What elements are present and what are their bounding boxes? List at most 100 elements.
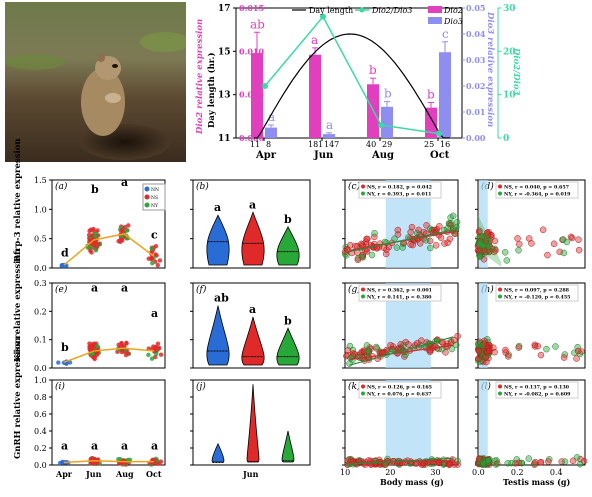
stats-text: NS, r = 0.182, p = 0.042 <box>367 185 432 191</box>
body-mass-point <box>344 457 351 464</box>
legend-dio3: Dio3 <box>443 17 463 26</box>
significance-letter: ab <box>214 292 229 305</box>
body-mass-point <box>437 234 445 241</box>
stats-swatch <box>498 287 502 292</box>
testis-mass-point <box>537 351 545 359</box>
stats-swatch <box>498 391 502 396</box>
legend-dio3-swatch <box>428 17 442 24</box>
testis-mass-point <box>480 256 488 263</box>
testis-mass-point <box>550 240 558 248</box>
y-tick-label: 1.5 <box>34 176 47 185</box>
expression-point <box>119 341 124 346</box>
legend-dio2-swatch <box>428 6 442 13</box>
y-tick-label: 0.0 <box>34 364 47 373</box>
expression-point <box>122 224 128 230</box>
body-mass-point <box>364 347 372 354</box>
legend-ratio: Dio2/Dio3 <box>371 6 412 15</box>
body-mass-point <box>387 341 394 349</box>
body-mass-point <box>391 235 398 243</box>
expression-point <box>126 223 131 228</box>
significance-letter: a <box>91 282 98 295</box>
testis-mass-point <box>480 459 487 467</box>
significance-letter: b <box>91 183 99 196</box>
panel-frame <box>51 179 166 269</box>
body-mass-point <box>394 231 402 238</box>
testis-mass-point <box>503 257 511 264</box>
expression-point <box>89 250 94 255</box>
y-tick-label: 0.6 <box>34 410 47 419</box>
expression-point <box>95 343 100 349</box>
squirrel-photo <box>5 2 186 162</box>
body-mass-point <box>427 244 434 252</box>
expression-point <box>119 228 125 233</box>
dio3-letter: a <box>268 110 275 124</box>
body-mass-point <box>385 243 393 251</box>
testis-mass-point <box>563 238 570 246</box>
month-label: Apr <box>55 469 73 479</box>
testis-mass-point <box>545 458 552 465</box>
expression-point <box>149 246 155 251</box>
top-plot-frame <box>235 7 463 139</box>
dio3-letter: a <box>326 118 333 132</box>
testis-mass-point <box>558 458 566 465</box>
dio3-bar <box>381 106 393 138</box>
daylength-line <box>254 33 450 139</box>
expression-point <box>90 228 96 233</box>
legend-swatch <box>144 202 150 208</box>
expression-point <box>150 261 155 266</box>
panel-frame <box>51 379 166 466</box>
violin <box>241 211 265 266</box>
testis-mass-point <box>528 240 535 247</box>
dio3-tick-label: 0.00 <box>466 133 486 143</box>
significance-letter: c <box>151 229 158 242</box>
testis-mass-point <box>504 459 512 467</box>
y-tick-label: 0.1 <box>34 336 47 345</box>
dio3-bar <box>323 134 335 138</box>
x-tick-label: 10 <box>340 468 350 477</box>
body-mass-point <box>394 226 402 234</box>
stats-box <box>495 181 579 199</box>
expression-point <box>126 351 131 356</box>
body-mass-point <box>344 347 352 354</box>
panel-letter: (c) <box>348 181 361 192</box>
significance-letter: b <box>284 213 292 226</box>
stats-swatch <box>498 384 502 389</box>
body-mass-point <box>422 237 430 244</box>
y-tick-label: 0.0 <box>34 264 47 273</box>
stats-swatch <box>361 184 365 189</box>
testis-mass-point <box>567 233 575 241</box>
panel-letter: (i) <box>55 381 65 392</box>
violin <box>246 384 260 463</box>
testis-mass-point <box>515 246 522 254</box>
stats-swatch <box>361 191 365 196</box>
ratio-point <box>436 130 442 137</box>
testis-mass-point <box>484 231 492 238</box>
testis-mass-point <box>479 242 487 249</box>
testis-mass-point <box>475 341 483 348</box>
expression-point <box>155 262 161 268</box>
expression-point <box>92 242 97 248</box>
testis-mass-point <box>560 354 568 361</box>
stats-swatch <box>361 391 365 396</box>
count-dio2: 11 <box>250 140 260 149</box>
body-mass-point <box>346 360 353 367</box>
body-mass-point <box>368 251 376 259</box>
shaded-region <box>478 283 488 368</box>
significance-letter: a <box>121 176 128 189</box>
stats-swatch <box>361 287 365 292</box>
body-mass-point <box>405 341 412 348</box>
stats-box <box>495 284 579 302</box>
expression-point <box>116 457 121 462</box>
testis-mass-point <box>552 343 559 350</box>
regression-ns <box>349 344 454 361</box>
testis-mass-point <box>576 460 584 468</box>
expression-point <box>87 228 92 234</box>
legend-label: NS <box>151 195 158 201</box>
ratio-line <box>264 15 440 135</box>
testis-mass-point <box>480 340 488 347</box>
expression-point <box>95 228 100 233</box>
testis-mass-point <box>518 459 525 467</box>
testis-mass-point <box>515 459 523 467</box>
significance-letter: a <box>249 303 256 316</box>
body-mass-point <box>446 461 453 468</box>
